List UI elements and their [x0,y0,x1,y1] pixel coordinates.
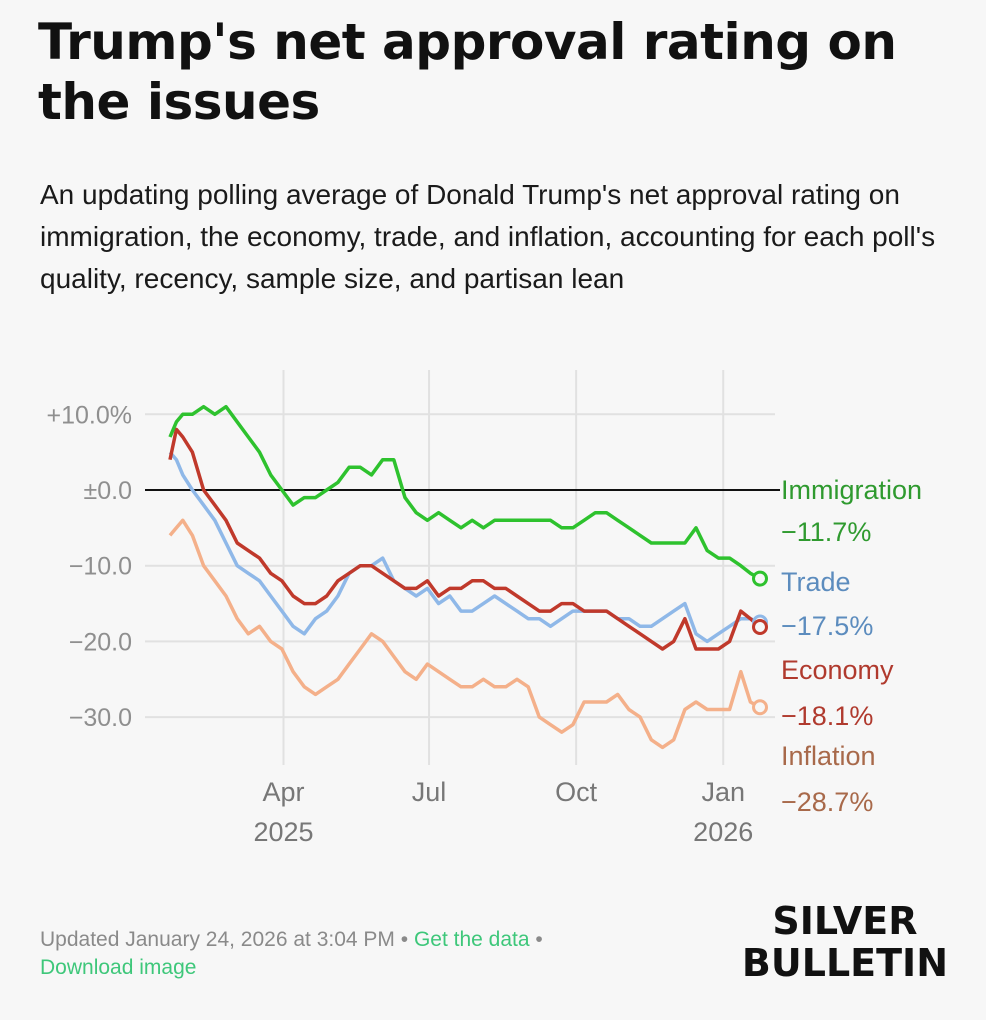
logo-line-2: BULLETIN [741,941,948,985]
net-approval-line-chart: +10.0% ±0.0 −10.0 −20.0 −30.0 Apr 2025 Jul Oct Ja… [47,370,922,847]
updated-timestamp: Updated January 24, 2026 at 3:04 PM [40,928,395,951]
series-line-trade [168,451,761,644]
y-tick-label: −20.0 [69,628,132,656]
end-marker-inflation [752,699,768,716]
x-tick-year-label: 2026 [693,817,753,847]
series-line-inflation [168,518,761,750]
get-data-link[interactable]: Get the data [413,928,530,951]
separator-dot: • [535,928,543,951]
series-label-economy: Economy [781,655,894,685]
series-line-immigration [168,404,761,581]
chart-title: Trump's net approval rating on the issue… [38,13,897,131]
y-tick-label: −30.0 [69,704,132,732]
series-label-trade: Trade [781,567,851,597]
series-value-economy: −18.1% [781,701,873,731]
y-tick-label: ±0.0 [84,477,132,505]
end-marker-immigration [752,570,768,587]
series-value-immigration: −11.7% [781,517,871,547]
series-label-immigration: Immigration [781,475,922,505]
end-marker-economy [752,619,768,636]
series-label-inflation: Inflation [781,741,876,771]
footer: Updated January 24, 2026 at 3:04 PM • Ge… [40,926,680,982]
separator-dot: • [400,928,414,951]
x-tick-label: Apr [263,777,305,807]
series-line-economy [168,427,762,651]
x-tick-label: Jan [701,777,745,807]
y-tick-label: −10.0 [69,553,132,581]
series-value-trade: −17.5% [781,611,873,641]
x-tick-year-label: 2025 [253,817,313,847]
chart-subtitle: An updating polling average of Donald Tr… [40,179,936,294]
logo-line-1: SILVER [772,899,918,943]
y-tick-label: +10.0% [47,401,133,429]
x-tick-label: Jul [412,777,447,807]
x-tick-label: Oct [555,777,598,807]
silver-bulletin-logo: SILVER BULLETIN [742,900,948,984]
download-image-link[interactable]: Download image [40,956,197,979]
series-value-inflation: −28.7% [781,787,873,817]
